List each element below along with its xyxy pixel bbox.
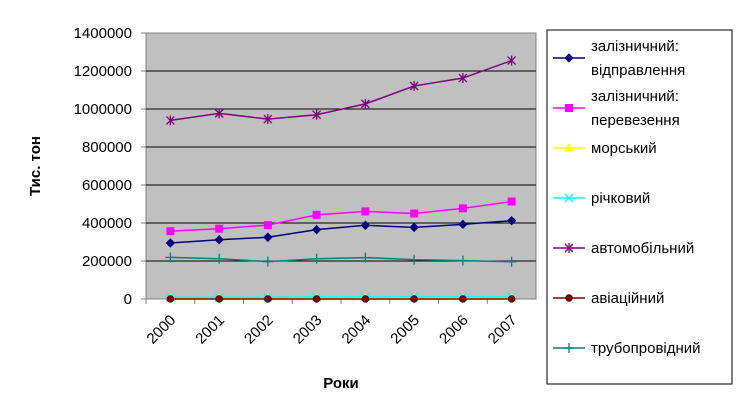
- y-tick-label: 0: [124, 291, 132, 308]
- data-point: [360, 220, 371, 230]
- legend-item: залізничний: відправлення: [553, 38, 685, 79]
- legend-label: відправлення: [591, 62, 685, 79]
- legend-item: авіаційний: [553, 290, 664, 307]
- data-point: [409, 81, 419, 92]
- data-point: [166, 295, 175, 303]
- legend-label: автомобільний: [591, 240, 694, 257]
- legend-item: залізничний: перевезення: [553, 88, 680, 129]
- data-point: [458, 219, 468, 230]
- data-point: [507, 295, 516, 303]
- data-point: [507, 55, 517, 66]
- y-tick-label: 800000: [82, 139, 132, 156]
- x-tick-label: 2005: [387, 312, 423, 348]
- legend-swatch-marker: [565, 104, 573, 112]
- legend-item: річковий: [553, 190, 650, 207]
- legend-label: трубопровідний: [591, 340, 701, 357]
- series-1: [165, 216, 517, 248]
- data-point: [165, 252, 176, 263]
- y-tick-label: 200000: [82, 253, 132, 270]
- legend-label: залізничний:: [591, 88, 679, 105]
- series-5: [165, 55, 517, 126]
- data-point: [312, 210, 321, 219]
- series-line: [170, 200, 512, 232]
- data-point: [459, 295, 467, 303]
- legend-label: морський: [591, 140, 657, 157]
- y-tick-label: 1200000: [74, 63, 132, 80]
- y-tick-label: 400000: [82, 215, 132, 232]
- x-tick-label: 2000: [144, 312, 180, 348]
- legend-swatch-marker: [564, 142, 574, 152]
- y-axis-tick-labels: 0 200000 400000 600000 800000 1000000 1200000 1…: [74, 25, 132, 308]
- series-line: [170, 219, 512, 244]
- data-point: [410, 209, 419, 218]
- series-line: [170, 256, 512, 263]
- y-axis-title: Тис. тон: [27, 136, 44, 196]
- x-tick-label: 2001: [192, 312, 228, 348]
- series-2: [166, 197, 516, 236]
- data-point: [165, 238, 176, 248]
- legend-swatch-marker: [565, 294, 573, 302]
- data-point: [214, 253, 225, 264]
- legend-item: трубопровідний: [553, 340, 701, 357]
- legend-swatch-marker: [564, 53, 574, 63]
- legend-swatch-marker: [564, 193, 574, 203]
- series-lines: [165, 55, 517, 303]
- x-tick-label: 2004: [339, 312, 375, 348]
- series-line: [170, 59, 512, 122]
- x-tick-label: 2002: [241, 312, 277, 348]
- y-tick-label: 600000: [82, 177, 132, 194]
- x-tick-label: 2007: [485, 312, 521, 348]
- data-point: [311, 253, 322, 264]
- data-point: [458, 204, 467, 213]
- data-point: [506, 216, 517, 226]
- data-point: [409, 254, 420, 265]
- data-point: [312, 295, 321, 303]
- data-point: [263, 114, 273, 125]
- data-point: [361, 295, 370, 303]
- data-point: [214, 235, 224, 245]
- legend-swatch-marker: [564, 343, 574, 353]
- data-point: [215, 295, 223, 303]
- y-tick-label: 1000000: [74, 101, 132, 118]
- x-tick-label: 2003: [290, 312, 326, 348]
- legend: залізничний: відправлення залізничний: пере…: [553, 38, 701, 357]
- data-point: [165, 115, 175, 126]
- data-point: [312, 109, 322, 120]
- data-point: [360, 252, 371, 263]
- data-point: [311, 224, 322, 235]
- data-point: [215, 224, 224, 233]
- series-line: [170, 295, 512, 299]
- data-point: [262, 256, 273, 267]
- y-tick-label: 1400000: [74, 25, 132, 42]
- legend-label: перевезення: [591, 112, 680, 129]
- data-point: [166, 227, 175, 236]
- data-point: [458, 73, 468, 84]
- data-point: [506, 256, 517, 267]
- legend-box: [546, 29, 733, 385]
- x-axis-tick-labels: 2000 2001 2002 2003 2004 2005 2006 2007: [144, 312, 521, 348]
- data-point: [410, 295, 418, 303]
- data-point: [457, 255, 468, 266]
- data-point: [409, 222, 419, 233]
- legend-label: залізничний:: [591, 38, 679, 55]
- data-point: [264, 295, 272, 303]
- legend-item: автомобільний: [553, 240, 694, 257]
- data-point: [263, 232, 273, 242]
- legend-label: річковий: [591, 190, 650, 207]
- legend-item: морський: [553, 140, 657, 157]
- data-point: [214, 108, 224, 119]
- series-6: [166, 295, 516, 303]
- data-point: [507, 197, 516, 206]
- series-7: [165, 252, 517, 267]
- x-axis-title: Роки: [323, 375, 359, 392]
- data-point: [360, 98, 370, 109]
- legend-swatch-marker: [564, 243, 574, 253]
- data-point: [263, 221, 272, 230]
- x-tick-label: 2006: [436, 312, 472, 348]
- legend-label: авіаційний: [591, 290, 664, 307]
- plot-area: [145, 32, 537, 300]
- data-point: [361, 207, 370, 216]
